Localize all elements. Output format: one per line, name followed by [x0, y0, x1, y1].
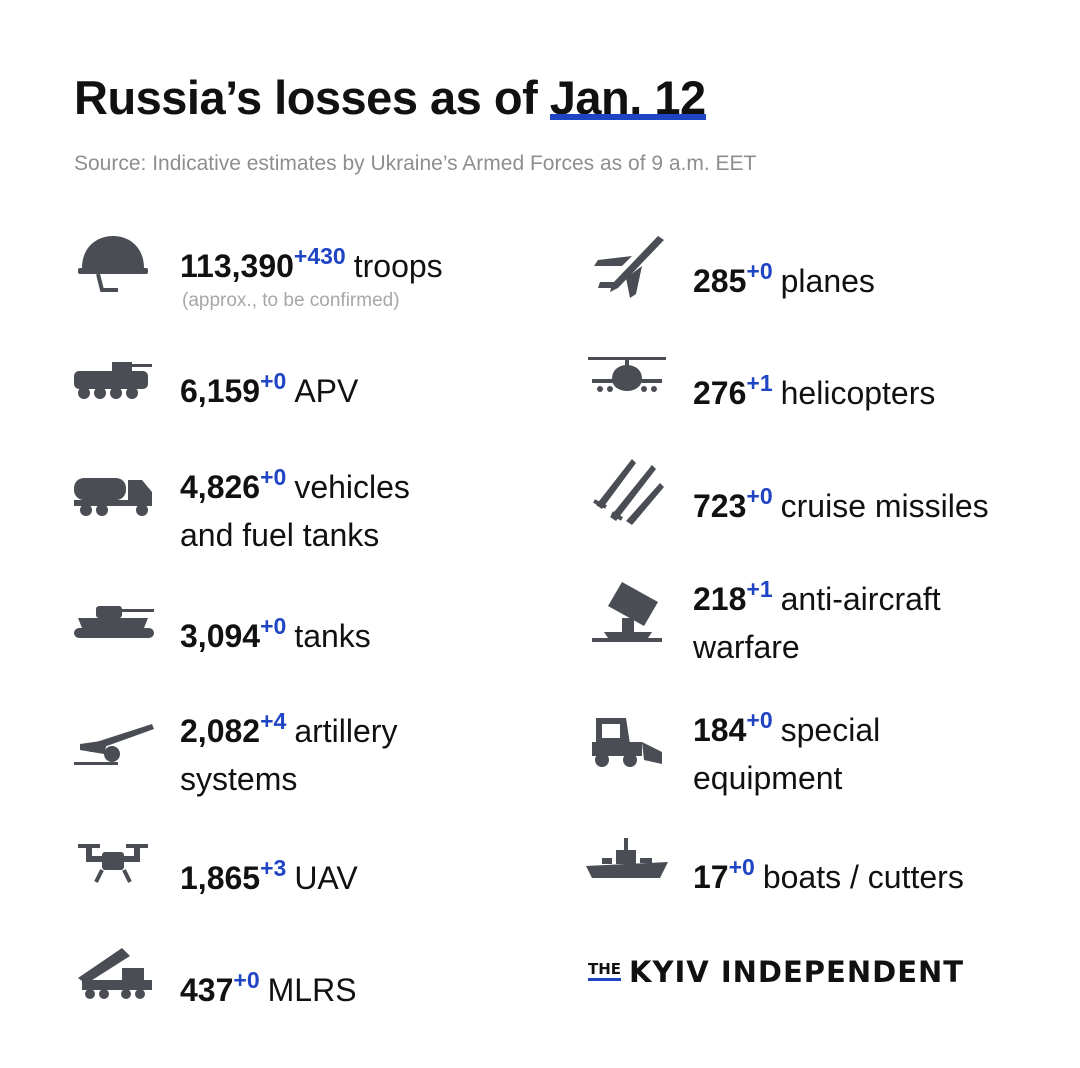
stat-delta: +0 [746, 483, 773, 509]
stat-label: vehicles [294, 469, 410, 505]
stat-value: 6,159 [180, 373, 261, 409]
stat-label: anti-aircraft [780, 581, 941, 617]
stat-delta: +1 [746, 576, 773, 602]
stat-label-line2: warfare [693, 629, 800, 665]
stat-delta: +430 [293, 243, 346, 269]
stat-label: artillery [294, 713, 398, 749]
ship-icon [582, 830, 672, 900]
helicopter-icon [582, 345, 672, 415]
artillery-icon [68, 712, 158, 782]
brand-the: THE [588, 960, 622, 981]
bulldozer-icon [582, 708, 672, 778]
stat-delta: +0 [233, 967, 260, 993]
stat-value: 113,390 [180, 248, 294, 284]
stat-label: cruise missiles [780, 488, 989, 524]
title-date: Jan. 12 [549, 71, 706, 124]
missiles-icon [582, 455, 672, 525]
stat-delta: +0 [746, 707, 773, 733]
stat-value: 184 [693, 712, 747, 748]
brand-logo: THE KYIV INDEPENDENT [588, 955, 964, 989]
stat-label: APV [294, 373, 359, 409]
stat-value: 4,826 [180, 469, 261, 505]
stat-label: boats / cutters [762, 859, 964, 895]
stat-value: 3,094 [180, 618, 261, 654]
stat-label: tanks [294, 618, 371, 654]
stat-delta: +3 [260, 855, 287, 881]
stat-value: 17 [693, 859, 729, 895]
tank-icon [68, 588, 158, 658]
stat-label: special [780, 712, 881, 748]
stat-label-line2: equipment [693, 760, 843, 796]
stat-note: (approx., to be confirmed) [182, 290, 400, 311]
stat-label: MLRS [267, 972, 357, 1008]
stat-value: 437 [180, 972, 234, 1008]
mlrs-icon [68, 942, 158, 1012]
stat-value: 218 [693, 581, 747, 617]
title-prefix: Russia’s losses as of [74, 71, 538, 124]
stat-delta: +0 [260, 464, 287, 490]
stat-label: UAV [294, 860, 358, 896]
stat-value: 285 [693, 263, 747, 299]
stat-delta: +0 [260, 368, 287, 394]
helmet-icon [68, 228, 158, 298]
stat-label-line2: systems [180, 761, 298, 797]
stat-delta: +4 [260, 708, 287, 734]
drone-icon [68, 830, 158, 900]
stat-label: planes [780, 263, 875, 299]
stat-value: 723 [693, 488, 747, 524]
page-title: Russia’s losses as of Jan. 12 [74, 70, 706, 125]
stat-value: 2,082 [180, 713, 261, 749]
fuel-truck-icon [68, 458, 158, 528]
stat-delta: +0 [260, 613, 287, 639]
stat-delta: +1 [746, 370, 773, 396]
anti-aircraft-icon [582, 578, 672, 648]
brand-name: KYIV INDEPENDENT [629, 955, 965, 989]
stat-value: 276 [693, 375, 747, 411]
stat-label-line2: and fuel tanks [180, 517, 380, 553]
stat-value: 1,865 [180, 860, 261, 896]
stat-label: helicopters [780, 375, 936, 411]
apv-icon [68, 345, 158, 415]
source-note: Source: Indicative estimates by Ukraine’… [74, 152, 757, 175]
stat-delta: +0 [728, 854, 755, 880]
stat-delta: +0 [746, 258, 773, 284]
plane-icon [582, 232, 672, 302]
stat-label: troops [353, 248, 443, 284]
